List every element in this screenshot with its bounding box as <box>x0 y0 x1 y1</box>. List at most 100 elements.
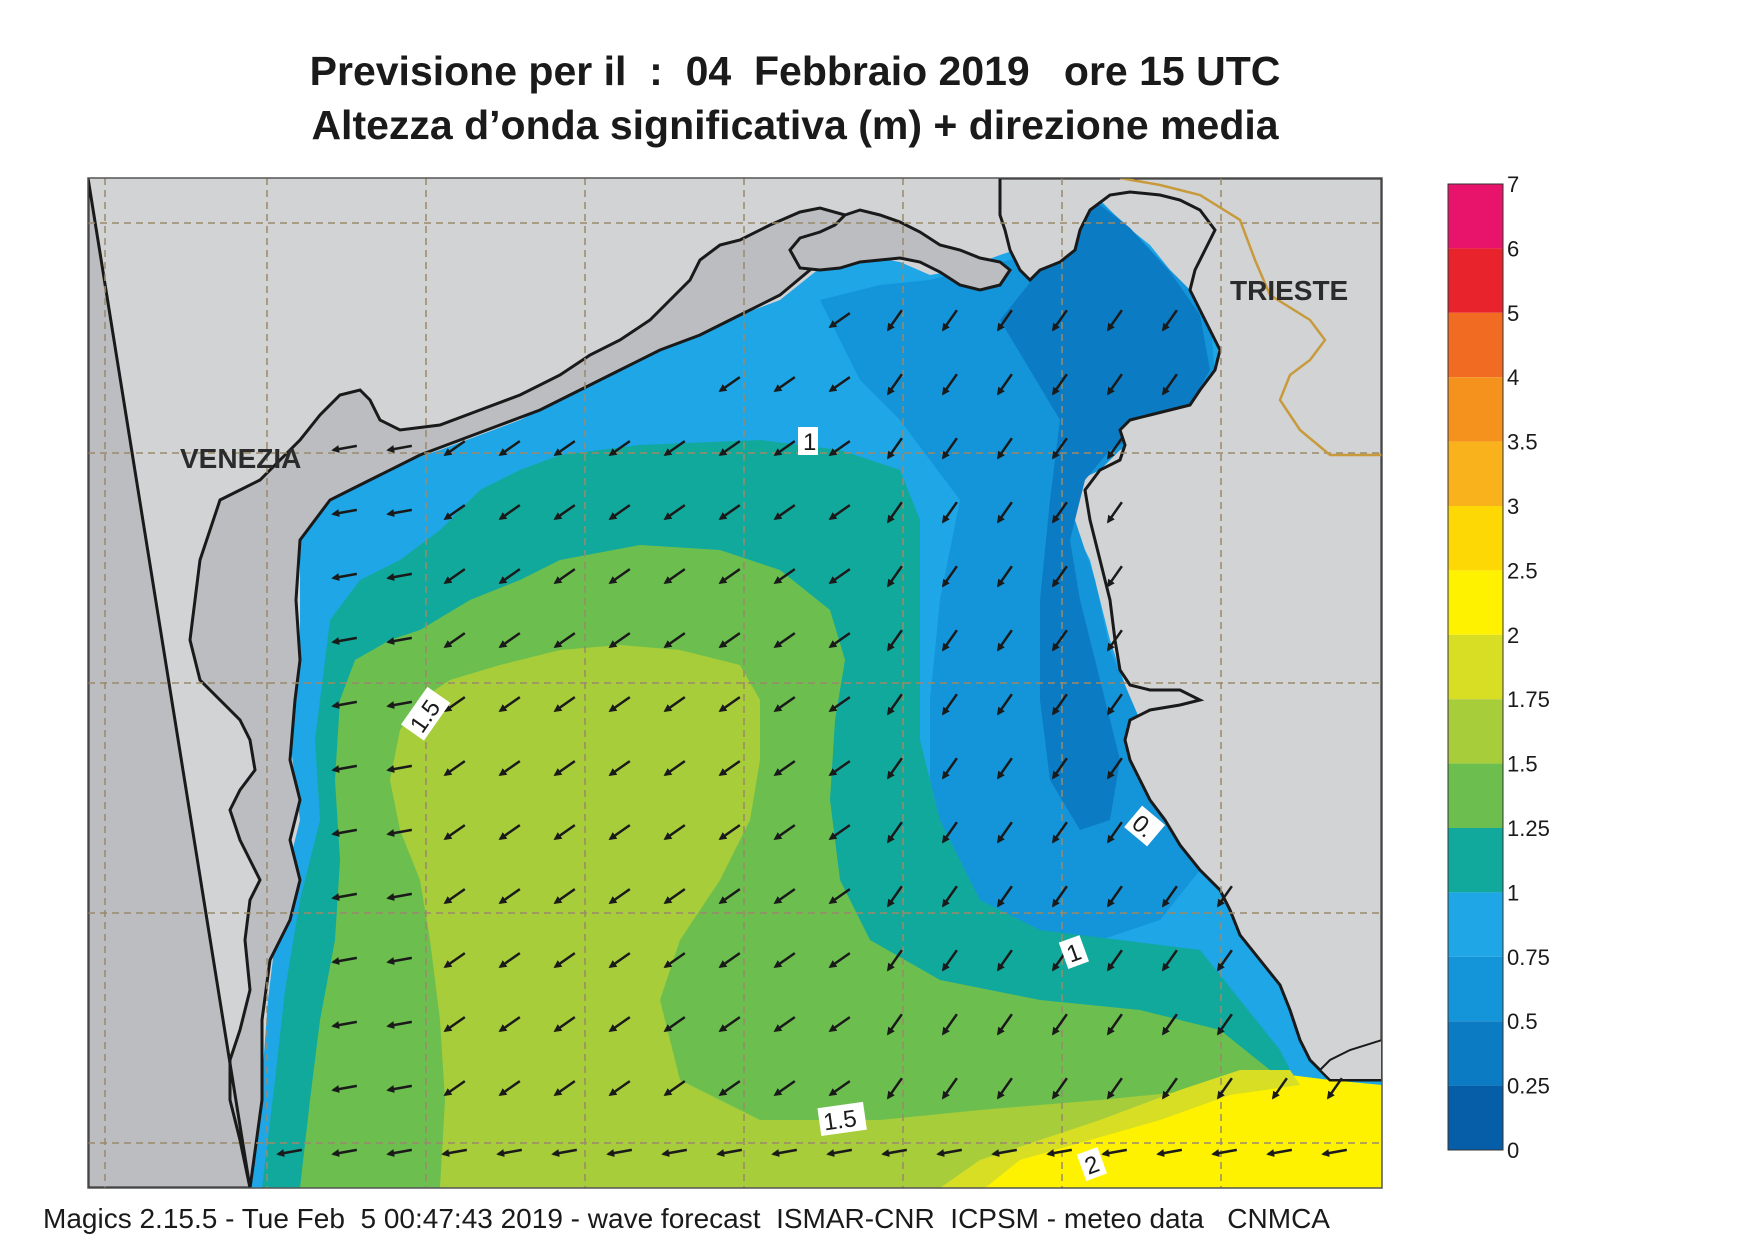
wave-arrow <box>941 565 958 588</box>
wave-arrow <box>996 1013 1013 1036</box>
wave-arrow <box>608 696 631 713</box>
wave-arrow <box>498 760 521 777</box>
legend-label: 2 <box>1507 623 1519 648</box>
wave-arrow <box>608 504 631 521</box>
wave-arrow <box>553 1016 576 1033</box>
wave-arrow <box>443 504 466 521</box>
wave-arrow <box>608 888 631 905</box>
wave-arrow <box>828 760 851 777</box>
wave-arrow <box>551 1148 578 1157</box>
wave-arrow <box>1106 693 1123 716</box>
wave-arrow <box>1216 1013 1233 1036</box>
wave-arrow <box>828 440 851 457</box>
wave-arrow <box>498 568 521 585</box>
wave-arrow <box>608 568 631 585</box>
wave-arrow <box>936 1148 963 1157</box>
wave-arrow <box>443 824 466 841</box>
wave-arrow <box>1046 1148 1073 1157</box>
wave-arrow <box>996 565 1013 588</box>
wave-arrow <box>663 440 686 457</box>
wave-arrow <box>553 760 576 777</box>
wave-arrow <box>1271 1077 1288 1100</box>
legend-label: 7 <box>1507 172 1519 197</box>
wave-arrow <box>1106 309 1123 332</box>
wave-arrow <box>386 1148 413 1157</box>
wave-arrow <box>1106 885 1123 908</box>
legend-frame <box>1447 183 1504 1151</box>
wave-zone-1.5-1.75 <box>390 645 1300 1188</box>
wave-arrow <box>941 309 958 332</box>
map-frame <box>87 177 1383 1189</box>
wave-arrow <box>826 1148 853 1157</box>
legend-swatch <box>1448 1085 1503 1150</box>
wave-arrow <box>608 760 631 777</box>
wave-arrow <box>663 568 686 585</box>
wave-arrow <box>663 952 686 969</box>
wave-arrow <box>498 632 521 649</box>
wave-arrow <box>773 824 796 841</box>
legend-label: 1.5 <box>1507 752 1538 777</box>
wave-arrow <box>1216 1077 1233 1100</box>
wave-arrow <box>828 1016 851 1033</box>
legend-label: 0.5 <box>1507 1009 1538 1034</box>
wave-arrow <box>773 440 796 457</box>
wave-arrow <box>606 1148 633 1157</box>
wave-arrow <box>1051 885 1068 908</box>
contour-label-1-east: 1 <box>1058 935 1090 969</box>
wave-arrow <box>941 629 958 652</box>
croatia-land <box>1318 1038 1382 1081</box>
wave-arrow <box>553 952 576 969</box>
legend-label: 4 <box>1507 365 1519 390</box>
wave-arrow <box>773 376 796 393</box>
wave-arrow <box>1156 1148 1183 1157</box>
wave-arrow <box>443 440 466 457</box>
wave-arrow <box>553 824 576 841</box>
wave-arrow <box>1106 1013 1123 1036</box>
wave-arrow <box>1051 437 1068 460</box>
wave-arrow <box>1106 757 1123 780</box>
wave-arrow <box>886 1077 903 1100</box>
title-line-1: Previsione per il : 04 Febbraio 2019 ore… <box>309 48 1281 94</box>
wave-arrow <box>773 504 796 521</box>
legend-label: 6 <box>1507 236 1519 261</box>
wave-arrow <box>1321 1148 1348 1157</box>
wave-arrow <box>886 501 903 524</box>
wave-arrow <box>718 696 741 713</box>
wave-arrow <box>1266 1148 1293 1157</box>
wave-arrow <box>941 373 958 396</box>
wave-arrow <box>331 1020 358 1029</box>
wave-arrow <box>1051 501 1068 524</box>
wave-arrow <box>276 1148 303 1157</box>
wave-arrow <box>331 572 358 581</box>
wave-arrow <box>718 504 741 521</box>
wave-arrow <box>608 824 631 841</box>
wave-arrow <box>941 757 958 780</box>
wave-arrow <box>716 1148 743 1157</box>
wave-zone-1.75-2 <box>940 1070 1300 1188</box>
legend-swatch <box>1448 763 1503 828</box>
wave-arrow <box>828 568 851 585</box>
wave-arrow <box>1051 309 1068 332</box>
wave-arrow <box>386 892 413 901</box>
wave-arrow <box>1051 629 1068 652</box>
wave-arrow <box>608 632 631 649</box>
legend-label: 3.5 <box>1507 430 1538 455</box>
wave-arrow <box>1106 821 1123 844</box>
wave-arrow <box>553 504 576 521</box>
legend-swatch <box>1448 441 1503 506</box>
wave-arrow <box>996 885 1013 908</box>
wave-arrow <box>498 440 521 457</box>
wave-arrow <box>886 821 903 844</box>
wave-arrow <box>608 1016 631 1033</box>
wave-arrow <box>1101 1148 1128 1157</box>
legend-label: 1 <box>1507 880 1519 905</box>
wave-arrow <box>773 1080 796 1097</box>
wave-arrow <box>663 632 686 649</box>
wave-arrow <box>1161 949 1178 972</box>
wave-arrow <box>828 1080 851 1097</box>
wave-arrow <box>498 824 521 841</box>
wave-arrow <box>386 572 413 581</box>
wave-arrow <box>1161 885 1178 908</box>
wave-arrow <box>443 632 466 649</box>
